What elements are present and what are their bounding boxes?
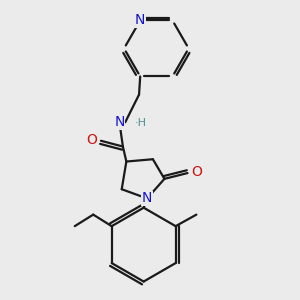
Text: N: N	[135, 14, 146, 28]
Text: N: N	[114, 115, 124, 129]
Text: ·H: ·H	[134, 118, 146, 128]
Text: N: N	[142, 191, 152, 206]
Text: O: O	[86, 133, 97, 147]
Text: O: O	[191, 165, 202, 179]
